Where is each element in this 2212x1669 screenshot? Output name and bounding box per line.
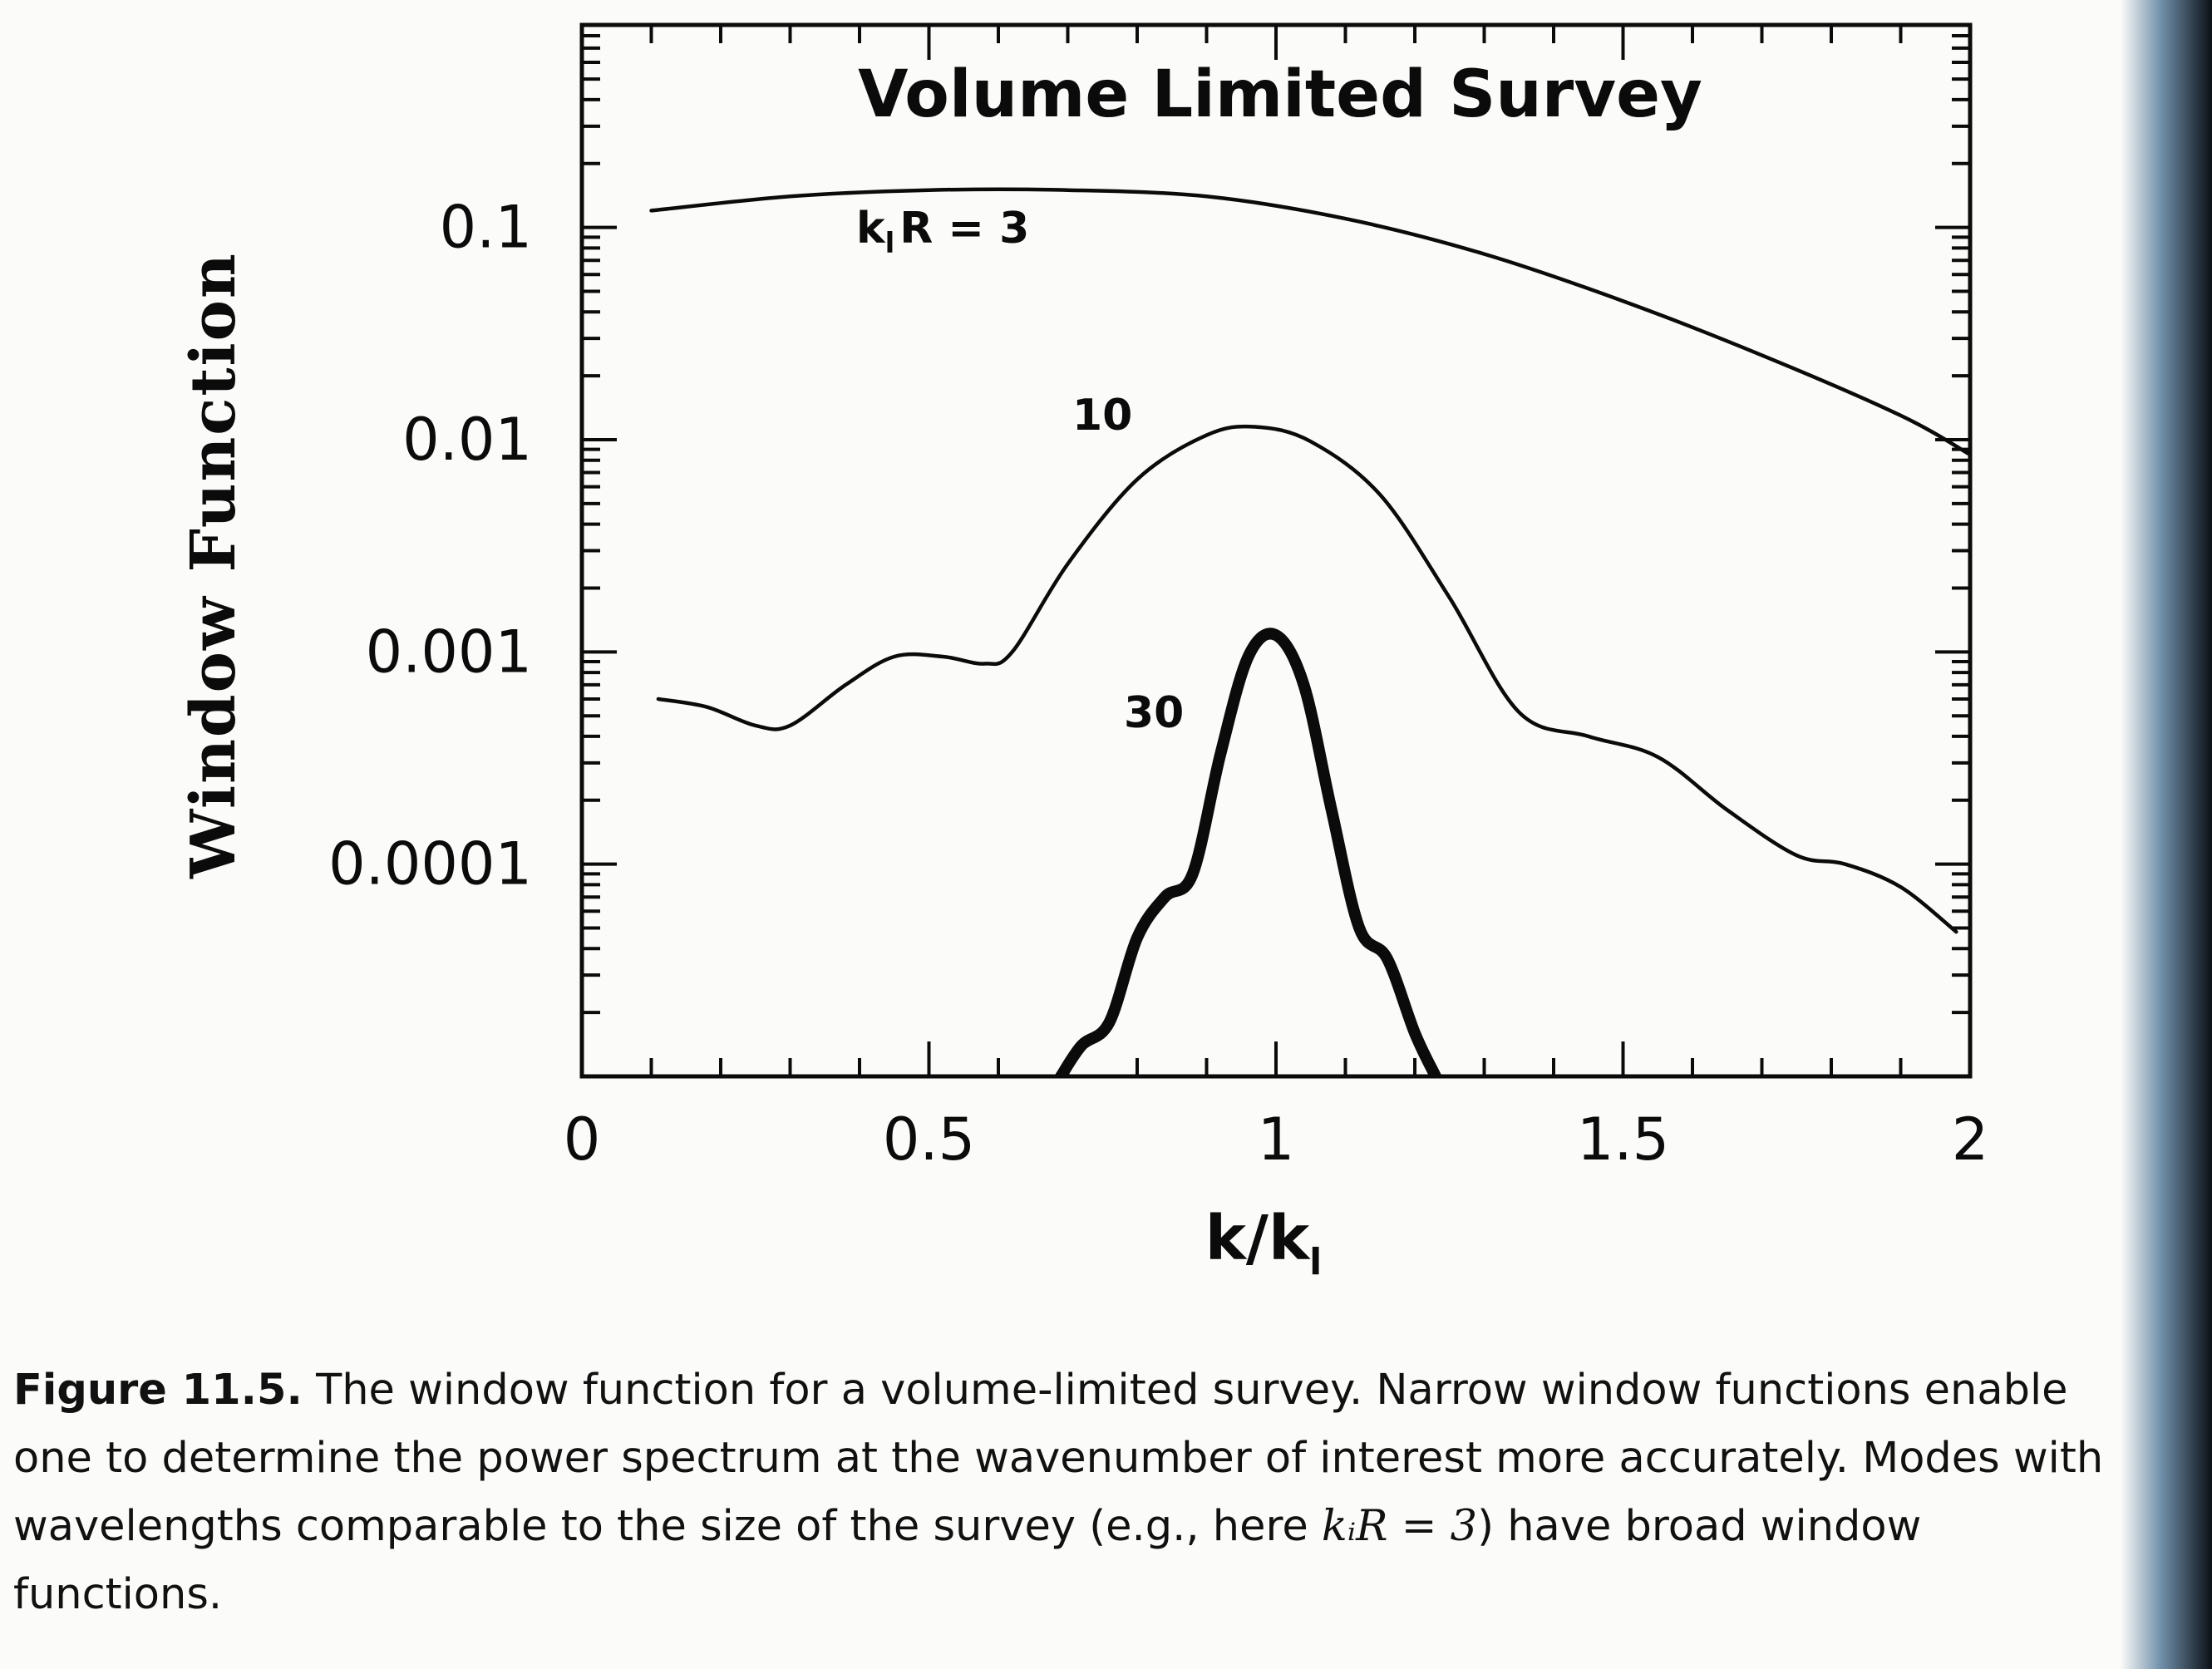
figure-caption: Figure 11.5. The window function for a v… bbox=[13, 1356, 2141, 1629]
chart-title: Volume Limited Survey bbox=[858, 57, 1702, 132]
x-tick-label: 2 bbox=[1952, 1105, 1989, 1174]
x-axis-label: k/kl bbox=[1205, 1203, 1323, 1283]
axis-ticks: 0 0.5 1 1.5 2 0.1 0.01 0.001 0.0001 bbox=[328, 23, 1989, 1174]
x-tick-label: 1.5 bbox=[1577, 1105, 1669, 1174]
caption-math: kᵢR = 3 bbox=[1321, 1502, 1478, 1551]
y-axis-label: Window Function bbox=[178, 252, 249, 879]
series-label-k-lR-3: kl R = 3 bbox=[856, 204, 1029, 260]
x-tick-label: 0.5 bbox=[883, 1105, 975, 1174]
plot-frame bbox=[579, 22, 1973, 1079]
series-line-k-lR-3 bbox=[649, 187, 1970, 457]
page-edge-shadow bbox=[2121, 0, 2212, 1669]
window-function-chart: 0 0.5 1 1.5 2 0.1 0.01 0.001 0.0001 Volume Limit… bbox=[178, 22, 1989, 1283]
figure-number: Figure 11.5. bbox=[13, 1366, 303, 1415]
caption-text: The window function for a volume-limited… bbox=[13, 1366, 2104, 1551]
x-axis-label-main: k/k bbox=[1205, 1203, 1311, 1274]
y-tick-label: 0.01 bbox=[402, 406, 532, 474]
series-label-30: 30 bbox=[1124, 688, 1184, 738]
series-line-30 bbox=[1055, 628, 1441, 1076]
x-tick-label: 1 bbox=[1258, 1105, 1295, 1174]
y-tick-label: 0.0001 bbox=[328, 830, 532, 899]
y-tick-label: 0.1 bbox=[440, 194, 532, 262]
plot-border bbox=[579, 22, 1973, 1079]
series-label-10: 10 bbox=[1072, 391, 1132, 441]
y-tick-label: 0.001 bbox=[366, 618, 532, 686]
x-axis-label-subscript: l bbox=[1309, 1241, 1322, 1283]
x-tick-label: 0 bbox=[564, 1105, 601, 1174]
caption-text-end: ) have broad window functions. bbox=[13, 1502, 1922, 1619]
series-line-10 bbox=[656, 424, 1958, 934]
series-layer bbox=[649, 187, 1970, 1076]
